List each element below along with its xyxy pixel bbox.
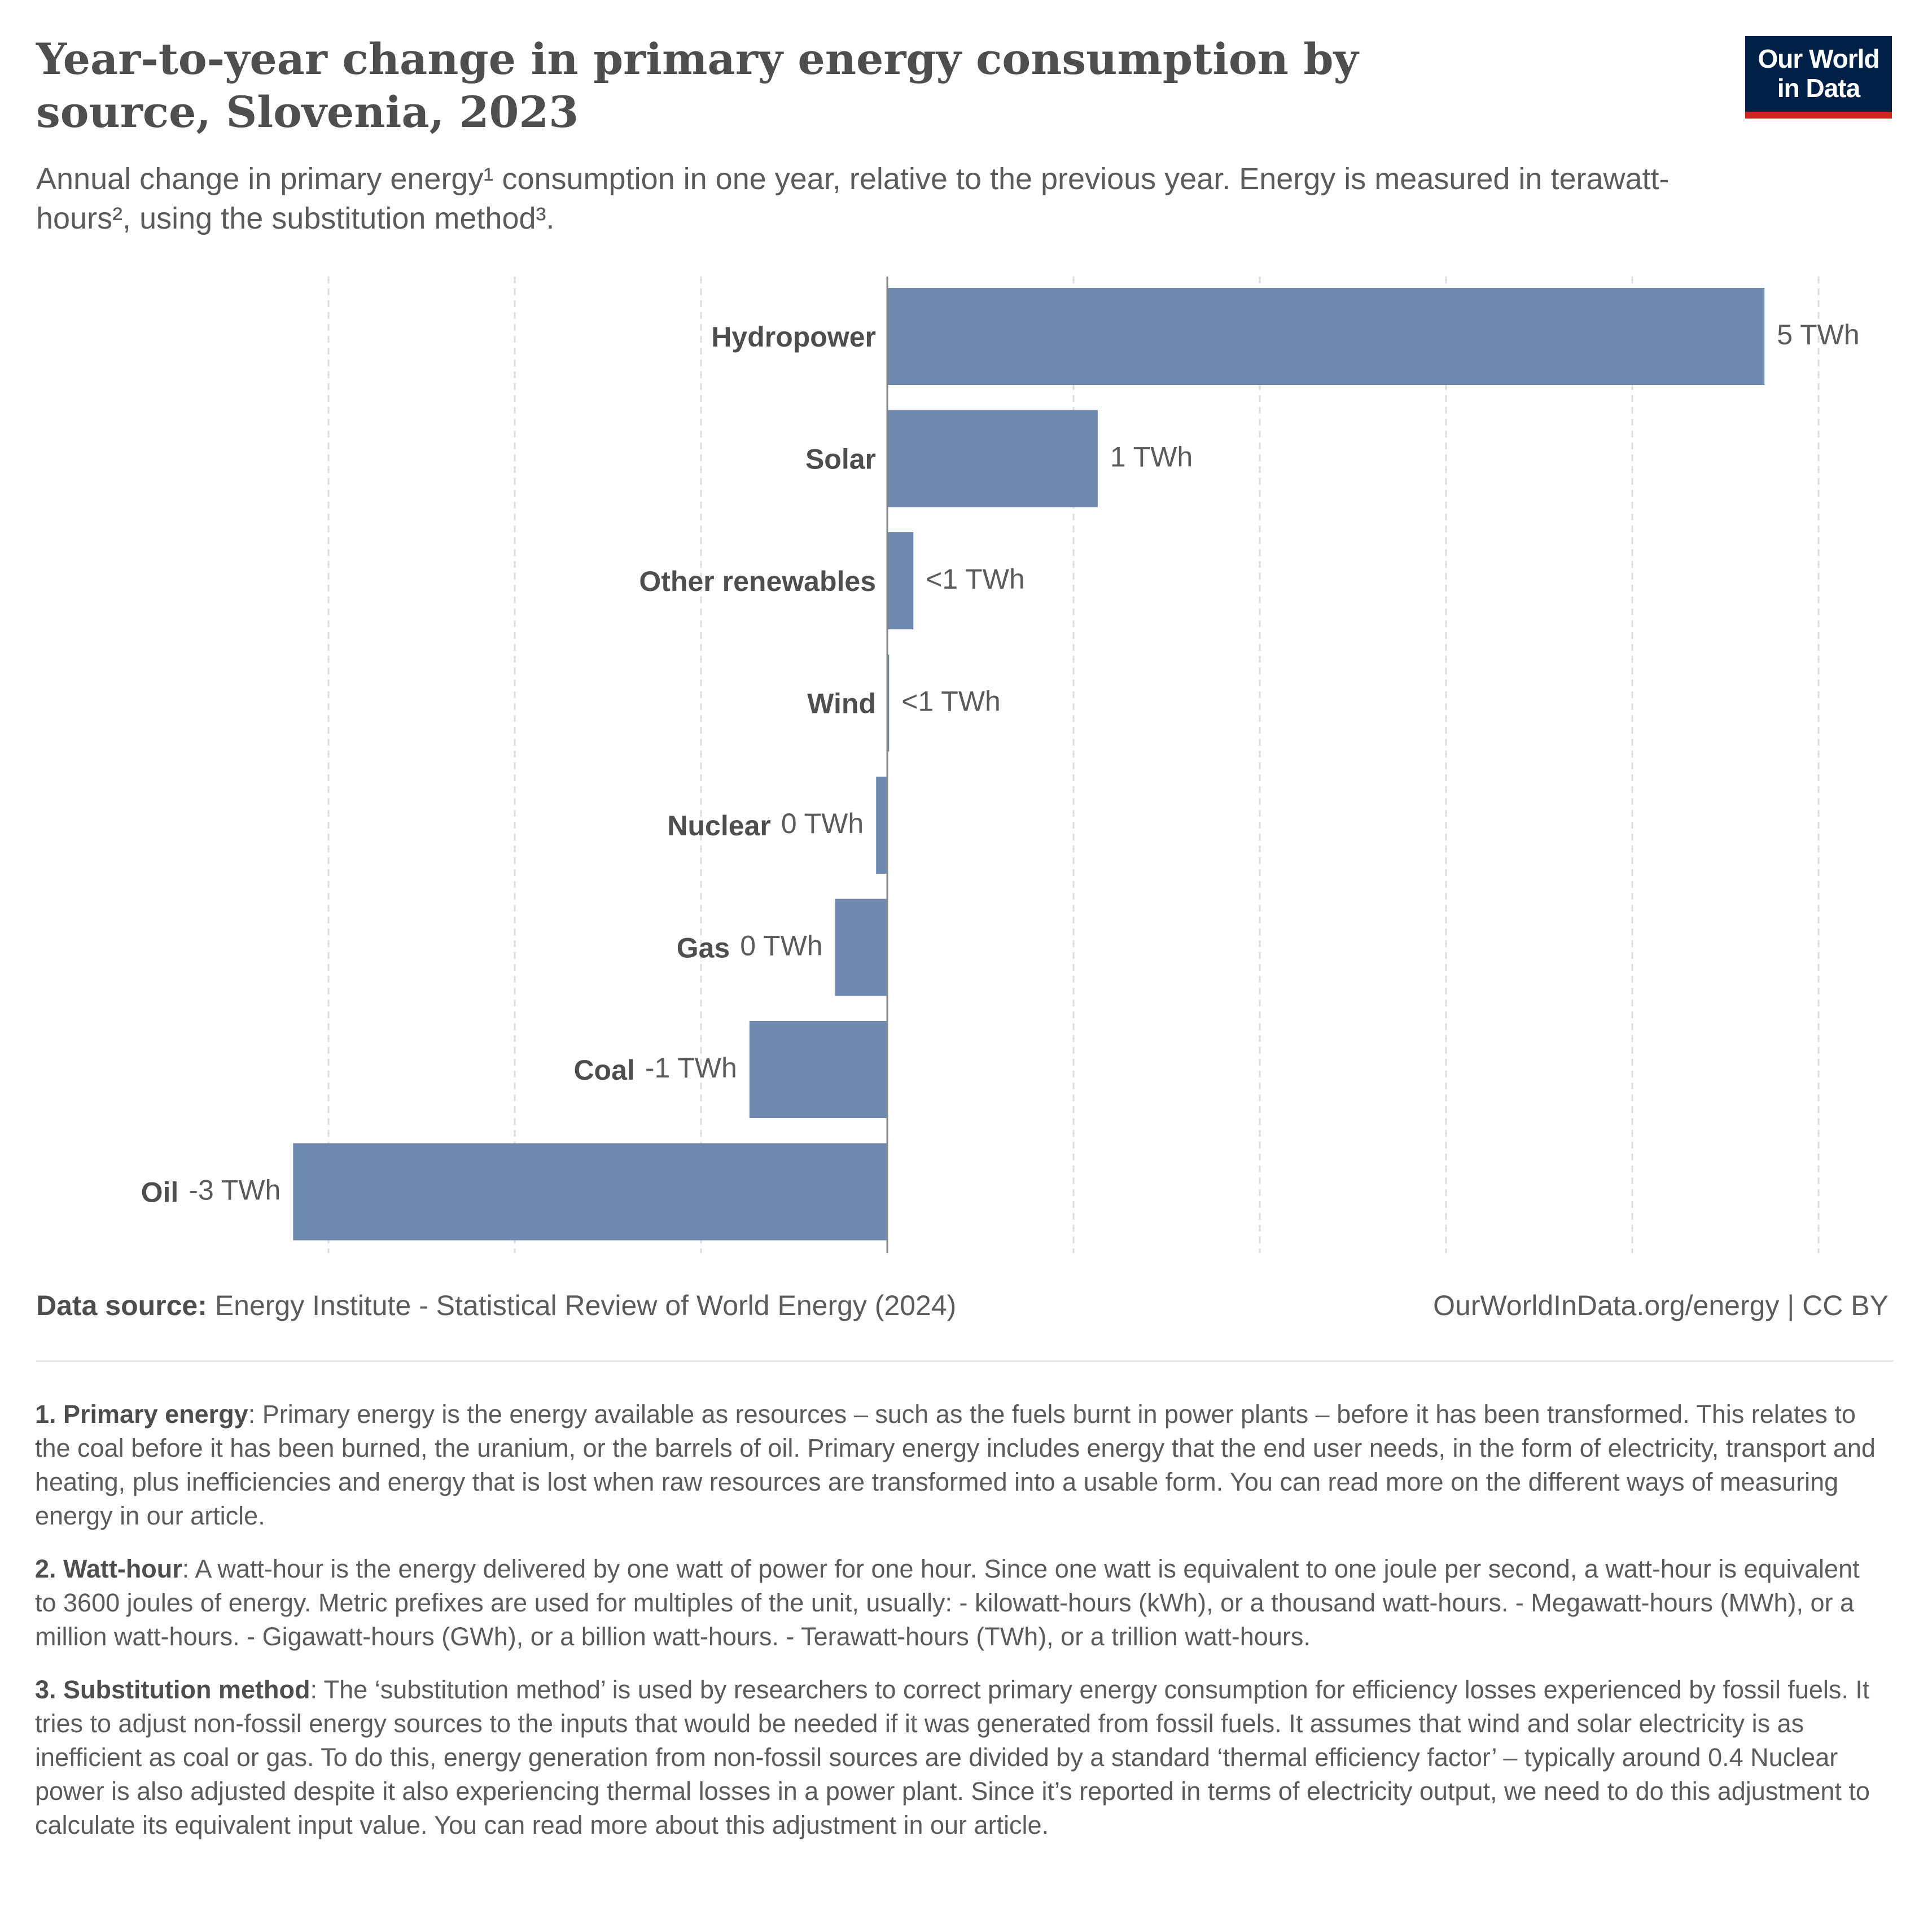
footnote-primary-energy: 1. Primary energy: Primary energy is the… <box>35 1397 1886 1533</box>
logo-line-2: in Data <box>1777 73 1860 103</box>
bars <box>293 288 1765 1241</box>
bar-chart: 5 TWh Hydropower 1 TWh Solar <1 TWh Other ren… <box>141 277 1860 1253</box>
footnote-text: : Primary energy is the energy available… <box>35 1400 1876 1530</box>
category-label-gas: Gas <box>677 932 730 964</box>
chart-subtitle: Annual change in primary energy¹ consump… <box>36 162 1670 235</box>
data-source-text[interactable]: Energy Institute - Statistical Review of… <box>214 1290 957 1321</box>
chart-title: Year-to-year change in primary energy co… <box>36 34 1359 137</box>
footnote-label: 3. Substitution method <box>35 1675 310 1704</box>
value-label-nuclear: 0 TWh <box>781 808 864 839</box>
owid-logo[interactable]: Our World in Data <box>1745 36 1892 119</box>
footnote-text: : The ‘substitution method’ is used by r… <box>35 1675 1870 1839</box>
footnote-substitution-method: 3. Substitution method: The ‘substitutio… <box>35 1673 1886 1842</box>
footnote-label: 1. Primary energy <box>35 1400 248 1429</box>
category-label-coal: Coal <box>573 1054 634 1086</box>
source-url[interactable]: OurWorldInData.org/energy | CC BY <box>1433 1290 1889 1321</box>
value-label-oil: -3 TWh <box>189 1175 281 1206</box>
logo-line-1: Our World <box>1758 44 1879 73</box>
category-label-other-renewables: Other renewables <box>639 566 876 597</box>
bar-coal[interactable] <box>749 1021 887 1118</box>
bar-solar[interactable] <box>887 410 1098 507</box>
footnote-label: 2. Watt-hour <box>35 1554 182 1583</box>
value-label-hydropower: 5 TWh <box>1777 319 1859 351</box>
category-label-hydropower: Hydropower <box>711 321 876 353</box>
bar-other-renewables[interactable] <box>887 532 914 629</box>
footnote-watt-hour: 2. Watt-hour: A watt-hour is the energy … <box>35 1552 1886 1654</box>
bar-hydropower[interactable] <box>887 288 1765 385</box>
category-label-nuclear: Nuclear <box>667 810 770 842</box>
bar-wind[interactable] <box>887 654 890 752</box>
value-label-coal: -1 TWh <box>645 1052 737 1084</box>
category-label-wind: Wind <box>807 688 876 720</box>
bar-gas[interactable] <box>835 899 887 996</box>
category-label-oil: Oil <box>141 1177 179 1208</box>
labels: 5 TWh Hydropower 1 TWh Solar <1 TWh Other ren… <box>141 319 1860 1208</box>
value-label-gas: 0 TWh <box>740 930 822 962</box>
footnote-text: : A watt-hour is the energy delivered by… <box>35 1554 1860 1651</box>
bar-nuclear[interactable] <box>876 777 887 874</box>
data-source: Data source: Energy Institute - Statisti… <box>36 1289 956 1322</box>
bar-oil[interactable] <box>293 1143 887 1241</box>
value-label-solar: 1 TWh <box>1110 441 1193 473</box>
category-label-solar: Solar <box>805 444 876 475</box>
divider <box>36 1360 1893 1362</box>
value-label-wind: <1 TWh <box>901 686 1001 717</box>
data-source-label: Data source: <box>36 1290 207 1321</box>
grid-lines <box>327 277 1820 1253</box>
footnotes: 1. Primary energy: Primary energy is the… <box>35 1397 1886 1861</box>
logo-accent-bar <box>1745 112 1892 119</box>
value-label-other-renewables: <1 TWh <box>926 563 1025 595</box>
